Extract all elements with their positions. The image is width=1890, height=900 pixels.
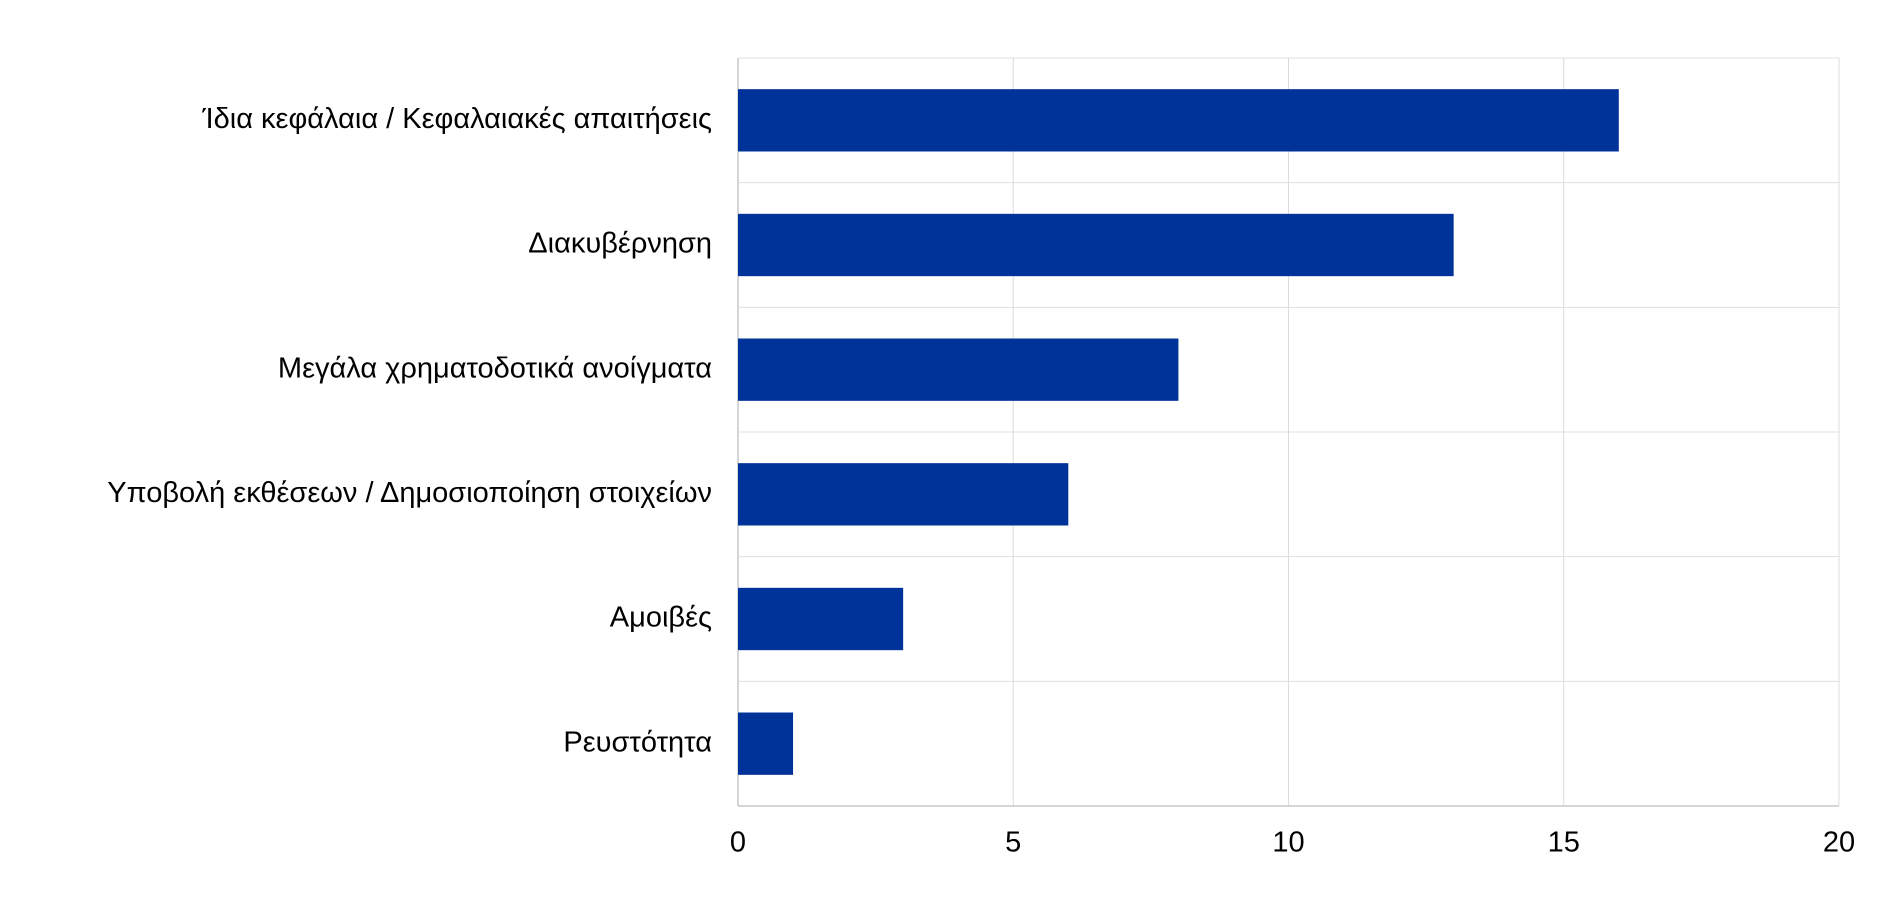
- bar: [738, 587, 904, 651]
- y-tick-label: Διακυβέρνηση: [528, 228, 712, 260]
- y-tick-label: Υποβολή εκθέσεων / Δημοσιοποίηση στοιχεί…: [107, 477, 712, 509]
- y-tick-label: Ρευστότητα: [563, 726, 712, 758]
- x-tick-label: 15: [1548, 827, 1580, 859]
- y-tick-label: Ίδια κεφάλαια / Κεφαλαιακές απαιτήσεις: [202, 103, 713, 135]
- x-tick-label: 5: [1005, 827, 1021, 859]
- x-tick-label: 10: [1272, 827, 1304, 859]
- x-tick-label: 0: [730, 827, 746, 859]
- bar: [738, 213, 1454, 277]
- y-tick-label: Αμοιβές: [610, 602, 712, 634]
- bar: [738, 338, 1179, 401]
- bar: [738, 463, 1069, 526]
- y-tick-label: Μεγάλα χρηματοδοτικά ανοίγματα: [278, 352, 712, 384]
- bar: [738, 89, 1619, 152]
- x-tick-label: 20: [1823, 827, 1855, 859]
- bar: [738, 712, 794, 775]
